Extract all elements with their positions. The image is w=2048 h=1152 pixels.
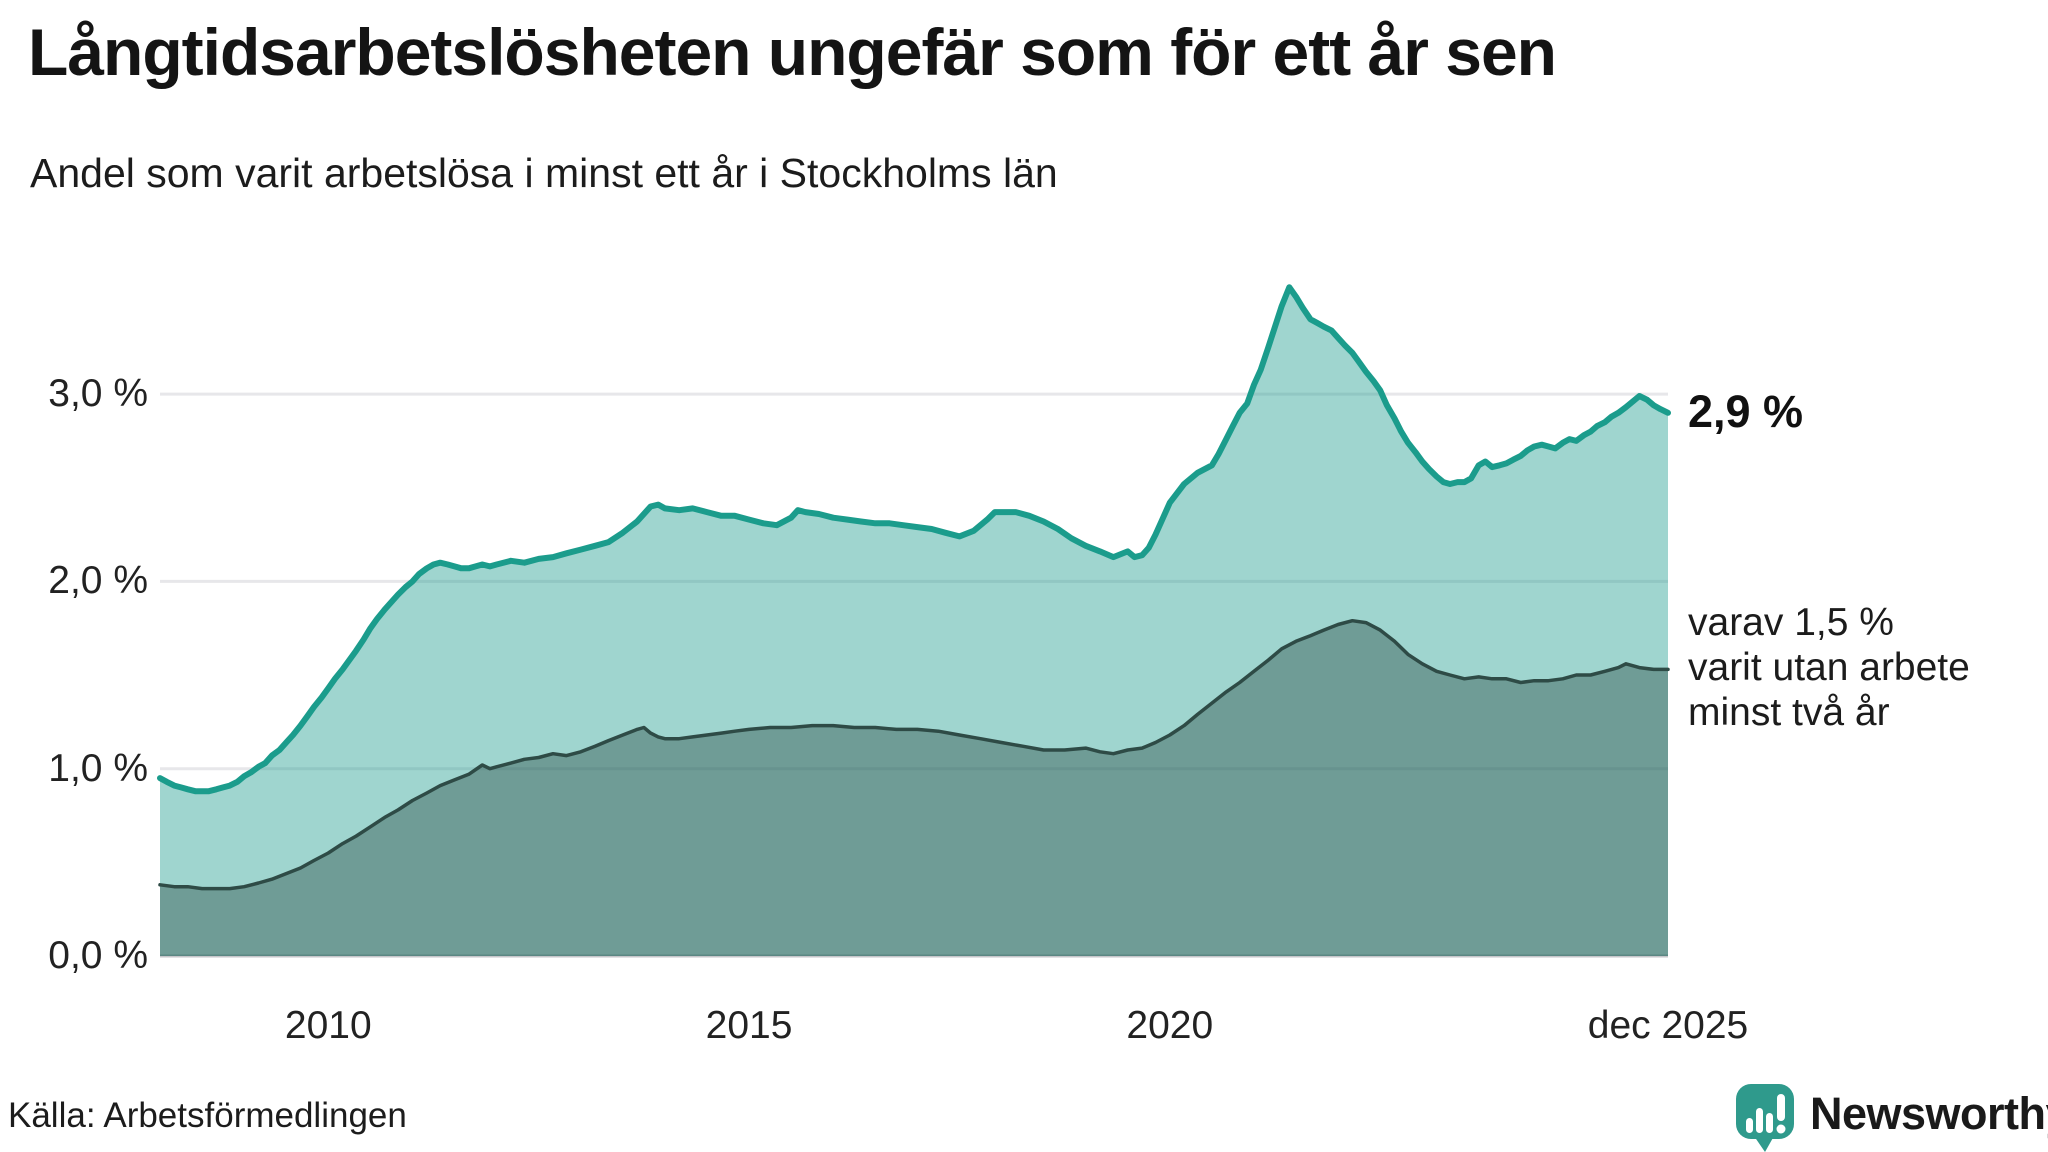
y-axis-label: 1,0 % [48,746,148,790]
total-area [160,287,1668,956]
y-axis-label: 2,0 % [48,559,148,603]
x-axis-label: 2010 [284,1004,372,1047]
y-axis-label: 3,0 % [48,372,148,416]
two-year-series-annotation: varav 1,5 % varit utan arbete minst två … [1688,600,1970,735]
y-axis-label: 0,0 % [48,934,148,977]
newsworthy-logo: Newsworthy [1734,1082,2048,1152]
annotation-line: varav 1,5 % [1688,601,1894,644]
x-axis-label: 2015 [705,1004,793,1047]
total-line [157,284,1671,795]
newsworthy-logo-text: Newsworthy [1810,1088,2048,1139]
page-subtitle: Andel som varit arbetslösa i minst ett å… [30,150,1058,196]
total-series-value-label: 2,9 % [1688,386,1804,437]
newsworthy-bubble-chart-icon [1736,1084,1794,1152]
two-year-line [158,618,1670,891]
page-title: Långtidsarbetslösheten ungefär som för e… [28,15,1557,89]
annotation-line: minst två år [1688,691,1890,734]
x-axis-label: 2020 [1126,1004,1214,1047]
x-axis-label: dec 2025 [1587,1004,1749,1047]
two-year-area [160,620,1668,956]
source-note: Källa: Arbetsförmedlingen [8,1096,407,1135]
annotation-line: varit utan arbete [1688,646,1970,689]
